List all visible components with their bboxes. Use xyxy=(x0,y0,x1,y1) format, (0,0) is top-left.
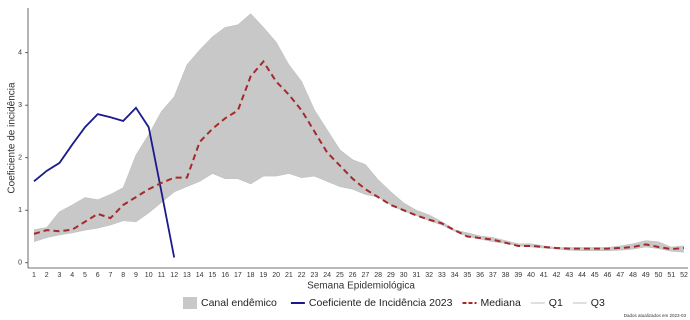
series-line xyxy=(33,173,685,253)
x-tick-label: 48 xyxy=(629,272,637,279)
x-tick-label: 42 xyxy=(553,272,561,279)
x-tick-label: 4 xyxy=(70,272,74,279)
x-tick-label: 8 xyxy=(121,272,125,279)
legend-label: Q1 xyxy=(549,297,563,309)
x-tick-label: 26 xyxy=(349,272,357,279)
x-axis-title: Semana Epidemiológica xyxy=(307,281,415,292)
x-tick-label: 12 xyxy=(170,272,178,279)
x-tick-label: 1 xyxy=(32,272,36,279)
x-tick-label: 33 xyxy=(438,272,446,279)
x-tick-label: 6 xyxy=(96,272,100,279)
x-tick-label: 5 xyxy=(83,272,87,279)
x-tick-label: 10 xyxy=(145,272,153,279)
x-tick-label: 3 xyxy=(58,272,62,279)
x-tick-label: 47 xyxy=(616,272,624,279)
y-tick-label: 1 xyxy=(18,207,22,214)
x-tick-label: 38 xyxy=(502,272,510,279)
legend-label: Mediana xyxy=(481,297,521,309)
x-tick-label: 23 xyxy=(310,272,318,279)
legend-label: Canal endêmico xyxy=(201,297,277,309)
plot-area xyxy=(33,13,685,258)
legend-swatch xyxy=(183,297,197,309)
series-line xyxy=(33,13,685,248)
endemic-band xyxy=(34,13,684,253)
legend: Canal endêmico Coeficiente de Incidência … xyxy=(183,297,605,309)
x-tick-label: 14 xyxy=(196,272,204,279)
footnote: Dados atualizados em 2023-03 xyxy=(624,313,687,318)
x-tick-label: 2 xyxy=(45,272,49,279)
y-tick-label: 0 xyxy=(18,260,22,267)
x-tick-label: 13 xyxy=(183,272,191,279)
x-tick-label: 19 xyxy=(260,272,268,279)
x-tick-label: 44 xyxy=(578,272,586,279)
x-tick-label: 40 xyxy=(527,272,535,279)
x-tick-label: 37 xyxy=(489,272,497,279)
y-tick-label: 2 xyxy=(18,155,22,162)
x-tick-label: 45 xyxy=(591,272,599,279)
x-tick-label: 7 xyxy=(109,272,113,279)
series-line xyxy=(33,106,176,258)
x-tick-label: 17 xyxy=(234,272,242,279)
x-tick-label: 43 xyxy=(565,272,573,279)
x-tick-label: 29 xyxy=(387,272,395,279)
x-tick-label: 9 xyxy=(134,272,138,279)
x-tick-label: 11 xyxy=(158,272,165,279)
x-tick-label: 24 xyxy=(323,272,331,279)
x-tick-label: 32 xyxy=(425,272,433,279)
x-tick-label: 25 xyxy=(336,272,344,279)
y-tick-label: 3 xyxy=(18,102,22,109)
x-tick-label: 16 xyxy=(221,272,229,279)
y-axis-title: Coeficiente de incidência xyxy=(7,82,18,194)
x-tick-label: 39 xyxy=(514,272,522,279)
x-tick-label: 18 xyxy=(247,272,255,279)
x-tick-label: 27 xyxy=(361,272,369,279)
x-tick-label: 50 xyxy=(655,272,663,279)
x-tick-label: 31 xyxy=(412,272,420,279)
series-line xyxy=(33,59,685,251)
x-tick-label: 15 xyxy=(209,272,217,279)
x-tick-label: 20 xyxy=(272,272,280,279)
x-tick-label: 51 xyxy=(667,272,675,279)
x-tick-label: 22 xyxy=(298,272,306,279)
x-tick-label: 34 xyxy=(451,272,459,279)
x-tick-label: 21 xyxy=(285,272,293,279)
x-tick-label: 28 xyxy=(374,272,382,279)
y-tick-label: 4 xyxy=(18,49,22,56)
x-tick-label: 35 xyxy=(463,272,471,279)
x-tick-label: 49 xyxy=(642,272,650,279)
legend-label: Q3 xyxy=(591,297,605,309)
x-tick-label: 46 xyxy=(604,272,612,279)
x-tick-label: 52 xyxy=(680,272,688,279)
legend-label: Coeficiente de Incidência 2023 xyxy=(309,297,453,309)
x-tick-label: 41 xyxy=(540,272,548,279)
x-tick-label: 36 xyxy=(476,272,484,279)
x-tick-label: 30 xyxy=(400,272,408,279)
